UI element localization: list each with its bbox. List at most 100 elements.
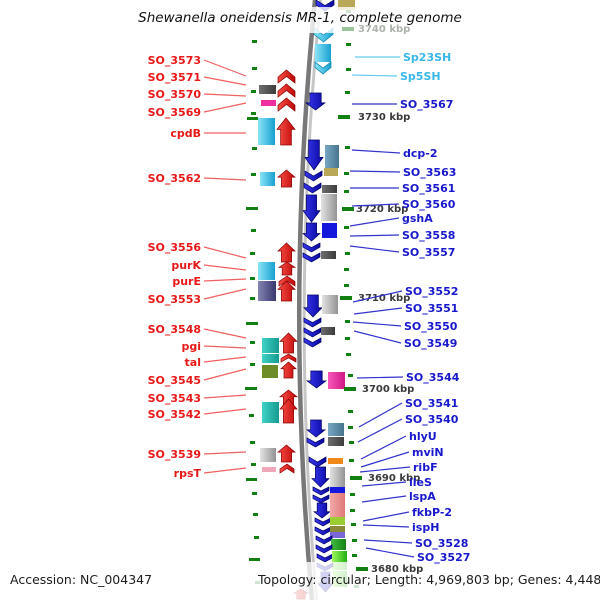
gene-feature-box[interactable]: [258, 118, 275, 145]
gene-feature-box[interactable]: [321, 251, 336, 259]
gene-label-SO_3552[interactable]: SO_3552: [405, 285, 458, 298]
gene-label-SO_3528[interactable]: SO_3528: [415, 537, 468, 550]
gene-feature-box[interactable]: [262, 467, 276, 472]
gene-feature-arrow[interactable]: [303, 337, 322, 348]
gene-label-SO_3560[interactable]: SO_3560: [402, 198, 456, 211]
gene-feature-arrow[interactable]: [277, 444, 296, 463]
gene-feature-arrow[interactable]: [312, 494, 330, 504]
gene-feature-box[interactable]: [259, 85, 276, 94]
gene-feature-arrow[interactable]: [308, 456, 327, 468]
gene-label-SO_3567[interactable]: SO_3567: [400, 98, 453, 111]
gene-label-ileS[interactable]: ileS: [409, 476, 432, 489]
gene-feature-box[interactable]: [324, 168, 338, 176]
gene-label-rpsT[interactable]: rpsT: [174, 467, 202, 480]
gene-feature-arrow[interactable]: [278, 275, 296, 287]
gene-label-lspA[interactable]: lspA: [409, 490, 436, 503]
gene-feature-arrow[interactable]: [306, 437, 325, 448]
gene-label-SO_3548[interactable]: SO_3548: [148, 323, 201, 336]
gene-feature-arrow[interactable]: [277, 97, 296, 112]
gene-label-ribF[interactable]: ribF: [413, 461, 438, 474]
gene-label-SO_3562[interactable]: SO_3562: [148, 172, 201, 185]
gene-feature-arrow[interactable]: [305, 419, 327, 438]
gene-label-cpdB[interactable]: cpdB: [170, 127, 201, 140]
gene-feature-box[interactable]: [322, 185, 337, 193]
gene-feature-box[interactable]: [330, 532, 345, 538]
gene-feature-arrow[interactable]: [311, 466, 330, 488]
gene-feature-box[interactable]: [330, 526, 345, 532]
gene-feature-arrow[interactable]: [314, 517, 332, 527]
gene-feature-box[interactable]: [260, 172, 275, 186]
gene-label-SO_3570[interactable]: SO_3570: [148, 88, 202, 101]
gene-feature-box[interactable]: [321, 327, 335, 335]
gene-feature-arrow[interactable]: [277, 169, 296, 188]
gene-feature-arrow[interactable]: [315, 535, 333, 545]
gene-feature-box[interactable]: [325, 145, 339, 168]
gene-feature-arrow[interactable]: [279, 332, 298, 354]
gene-feature-box[interactable]: [328, 372, 345, 389]
gene-label-SO_3569[interactable]: SO_3569: [148, 106, 201, 119]
gene-label-SO_3557[interactable]: SO_3557: [402, 246, 455, 259]
gene-feature-arrow[interactable]: [312, 502, 332, 519]
gene-feature-arrow[interactable]: [302, 252, 321, 263]
gene-feature-arrow[interactable]: [305, 370, 328, 389]
gene-feature-arrow[interactable]: [304, 92, 327, 111]
gene-feature-arrow[interactable]: [316, 553, 334, 563]
gene-feature-arrow[interactable]: [303, 327, 322, 338]
gene-label-SO_3573[interactable]: SO_3573: [148, 54, 201, 67]
gene-label-purE[interactable]: purE: [172, 275, 201, 288]
gene-feature-box[interactable]: [262, 402, 279, 423]
gene-feature-arrow[interactable]: [277, 280, 296, 302]
gene-label-SO_3551[interactable]: SO_3551: [405, 302, 458, 315]
gene-label-SO_3558[interactable]: SO_3558: [402, 229, 455, 242]
gene-feature-box[interactable]: [330, 487, 345, 493]
gene-feature-arrow[interactable]: [276, 117, 296, 146]
gene-feature-arrow[interactable]: [314, 61, 332, 75]
gene-label-SO_3542[interactable]: SO_3542: [148, 408, 201, 421]
gene-feature-arrow[interactable]: [280, 361, 297, 379]
gene-feature-arrow[interactable]: [315, 0, 335, 12]
gene-feature-box[interactable]: [328, 458, 343, 464]
gene-label-purK[interactable]: purK: [171, 259, 201, 272]
gene-feature-arrow[interactable]: [315, 544, 333, 554]
gene-feature-box[interactable]: [331, 539, 346, 550]
gene-feature-box[interactable]: [315, 44, 331, 62]
gene-feature-box[interactable]: [261, 100, 276, 106]
gene-feature-arrow[interactable]: [277, 242, 296, 263]
gene-feature-arrow[interactable]: [277, 261, 297, 276]
gene-label-mviN[interactable]: mviN: [412, 446, 444, 459]
gene-label-SO_3545[interactable]: SO_3545: [148, 374, 201, 387]
gene-feature-arrow[interactable]: [304, 170, 323, 182]
gene-label-ispH[interactable]: ispH: [412, 521, 439, 534]
gene-label-SO_3571[interactable]: SO_3571: [148, 71, 201, 84]
gene-label-fkbP-2[interactable]: fkbP-2: [412, 506, 452, 519]
gene-label-hlyU[interactable]: hlyU: [409, 430, 437, 443]
gene-feature-box[interactable]: [321, 194, 337, 221]
gene-feature-box[interactable]: [258, 281, 276, 301]
gene-feature-box[interactable]: [322, 295, 338, 314]
gene-label-SO_3553[interactable]: SO_3553: [148, 293, 201, 306]
gene-label-SO_3544[interactable]: SO_3544: [406, 371, 460, 384]
gene-feature-arrow[interactable]: [302, 242, 321, 253]
gene-label-SO_3543[interactable]: SO_3543: [148, 392, 201, 405]
gene-label-SO_3540[interactable]: SO_3540: [405, 413, 459, 426]
gene-label-Sp23SH[interactable]: Sp23SH: [403, 51, 451, 64]
gene-feature-box[interactable]: [262, 365, 278, 378]
gene-label-SO_3541[interactable]: SO_3541: [405, 397, 458, 410]
gene-label-SO_3527[interactable]: SO_3527: [417, 551, 470, 564]
gene-feature-arrow[interactable]: [312, 486, 330, 496]
gene-feature-box[interactable]: [338, 0, 355, 10]
gene-label-SO_3549[interactable]: SO_3549: [404, 337, 457, 350]
gene-feature-box[interactable]: [260, 448, 276, 462]
gene-feature-box[interactable]: [322, 223, 337, 238]
gene-label-SO_3563[interactable]: SO_3563: [403, 166, 456, 179]
gene-label-dcp-2[interactable]: dcp-2: [403, 147, 438, 160]
gene-feature-arrow[interactable]: [304, 139, 324, 171]
gene-feature-box[interactable]: [330, 493, 345, 517]
gene-feature-arrow[interactable]: [303, 294, 323, 318]
gene-feature-arrow[interactable]: [277, 83, 296, 98]
gene-label-SO_3550[interactable]: SO_3550: [404, 320, 458, 333]
gene-feature-arrow[interactable]: [302, 194, 321, 223]
gene-label-SO_3556[interactable]: SO_3556: [148, 241, 202, 254]
gene-feature-box[interactable]: [262, 338, 279, 353]
